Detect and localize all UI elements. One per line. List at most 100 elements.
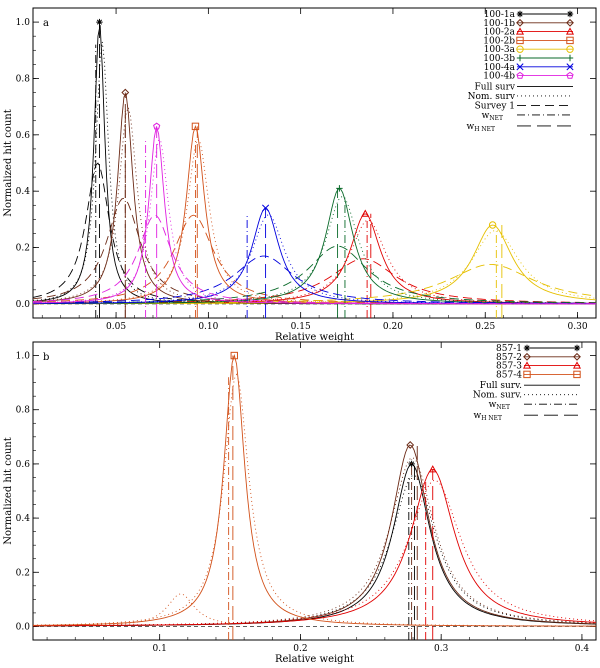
legend-label: 100-3a bbox=[484, 45, 516, 55]
legend-marker bbox=[516, 36, 524, 45]
legend-marker bbox=[566, 10, 574, 18]
nominal-survey-curve bbox=[33, 105, 596, 305]
curves-group bbox=[33, 351, 596, 640]
nominal-survey-curve bbox=[33, 41, 596, 305]
x-tick-label: 0.1 bbox=[153, 644, 167, 654]
y-tick-label: 1.0 bbox=[16, 352, 31, 362]
legend-style-subscript: H NET bbox=[481, 415, 502, 422]
nominal-survey-curve bbox=[33, 138, 596, 305]
y-tick-label: 0.8 bbox=[16, 74, 31, 84]
nominal-survey-curve bbox=[33, 479, 596, 626]
x-tick-label: 0.4 bbox=[575, 644, 590, 654]
legend-label: 100-2a bbox=[484, 28, 516, 38]
peak-marker bbox=[191, 122, 200, 131]
peak-marker bbox=[121, 88, 130, 97]
full-survey-curve bbox=[33, 224, 596, 305]
legend-style-label: wH NET bbox=[467, 122, 496, 133]
panel-letter: b bbox=[43, 352, 49, 363]
y-tick-label: 0.2 bbox=[16, 568, 30, 578]
y-tick-label: 0.0 bbox=[16, 622, 31, 632]
x-axis-label: Relative weight bbox=[275, 654, 354, 665]
legend-style-label: wNET bbox=[489, 400, 510, 411]
legend-marker bbox=[523, 344, 531, 352]
full-survey-curve bbox=[33, 463, 596, 627]
x-tick-label: 0.3 bbox=[434, 644, 449, 654]
legend-style-subscript: NET bbox=[489, 115, 503, 122]
legend-marker bbox=[516, 18, 524, 27]
y-tick-label: 0.0 bbox=[16, 300, 31, 310]
series-100-3b bbox=[33, 185, 596, 318]
nominal-survey-curve bbox=[33, 214, 596, 305]
legend-label: 100-3b bbox=[483, 54, 515, 64]
full-survey-curve bbox=[33, 353, 596, 627]
legend-style-label: wNET bbox=[482, 111, 503, 122]
legend-marker bbox=[572, 361, 582, 369]
series-100-2b bbox=[33, 122, 596, 318]
legend-marker bbox=[523, 370, 531, 379]
nominal-survey-curve bbox=[33, 196, 596, 304]
x-tick-label: 0.2 bbox=[293, 644, 307, 654]
y-tick-label: 0.8 bbox=[16, 406, 31, 416]
legend-label: 100-2b bbox=[483, 36, 515, 46]
legend: 100-1a100-1b100-2a100-2b100-3a100-3b100-… bbox=[467, 10, 575, 133]
nominal-survey-curve bbox=[33, 373, 596, 627]
y-axis-label: Normalized hit count bbox=[3, 109, 14, 217]
x-tick-label: 0.25 bbox=[475, 322, 495, 332]
legend-style-label: Nom. surv bbox=[468, 92, 516, 102]
nominal-survey-curve bbox=[33, 457, 596, 627]
survey1-curve bbox=[33, 264, 596, 304]
peak-marker bbox=[230, 351, 238, 360]
survey1-curve bbox=[33, 255, 596, 304]
peak-marker bbox=[361, 209, 370, 217]
series-857-1 bbox=[33, 460, 596, 640]
legend-marker bbox=[516, 10, 524, 18]
legend-label: 100-1b bbox=[483, 19, 515, 29]
x-tick-label: 0.20 bbox=[383, 322, 403, 332]
legend-marker bbox=[566, 45, 574, 53]
panel-a: 0.05 0.10 0.15 0.20 0.25 0.30 0.0 0.2 0.4 0.6 0.8 1… bbox=[3, 7, 597, 343]
nominal-survey-curve bbox=[33, 219, 596, 304]
full-survey-curve bbox=[33, 469, 596, 627]
legend-marker bbox=[565, 27, 575, 35]
legend-marker bbox=[566, 36, 574, 45]
legend-label: 857-3 bbox=[496, 362, 522, 372]
series-857-4 bbox=[33, 351, 596, 640]
legend-marker bbox=[516, 54, 524, 62]
y-tick-label: 0.6 bbox=[16, 131, 31, 141]
x-tick-label: 0.05 bbox=[106, 322, 126, 332]
full-survey-curve bbox=[33, 188, 596, 305]
legend-marker bbox=[573, 352, 581, 361]
full-survey-curve bbox=[33, 444, 596, 627]
nominal-survey-curve bbox=[33, 139, 596, 305]
y-tick-label: 0.4 bbox=[16, 514, 31, 524]
peak-marker bbox=[406, 441, 415, 449]
peak-marker bbox=[96, 18, 103, 26]
shoulder-curve bbox=[89, 593, 231, 626]
x-tick-label: 0.30 bbox=[568, 322, 588, 332]
y-tick-label: 0.2 bbox=[16, 244, 30, 254]
peak-marker bbox=[428, 465, 437, 473]
legend-style-subscript: H NET bbox=[474, 126, 495, 133]
legend-marker bbox=[516, 45, 524, 53]
panel-b: 0.1 0.2 0.3 0.4 0.0 0.2 0.4 0.6 0.8 1.0 Relative w… bbox=[3, 341, 597, 665]
survey1-curve bbox=[33, 214, 596, 305]
x-tick-label: 0.15 bbox=[291, 322, 311, 332]
curves-group bbox=[33, 18, 596, 318]
x-axis-label: Relative weight bbox=[275, 332, 354, 343]
legend-label: 100-4b bbox=[483, 72, 515, 82]
full-survey-curve bbox=[33, 126, 596, 305]
legend-marker bbox=[516, 71, 524, 79]
legend-label: 100-1a bbox=[484, 10, 516, 20]
legend-label: 100-4a bbox=[484, 63, 516, 73]
legend-marker bbox=[522, 361, 532, 369]
y-axis-label: Normalized hit count bbox=[3, 437, 14, 545]
full-survey-curve bbox=[33, 124, 596, 305]
legend-style-label: Nom. surv. bbox=[473, 391, 522, 401]
legend-marker bbox=[523, 352, 531, 361]
legend-marker bbox=[573, 344, 581, 352]
legend-label: 857-4 bbox=[496, 370, 522, 380]
y-tick-label: 0.6 bbox=[16, 460, 31, 470]
peak-marker bbox=[153, 122, 161, 130]
